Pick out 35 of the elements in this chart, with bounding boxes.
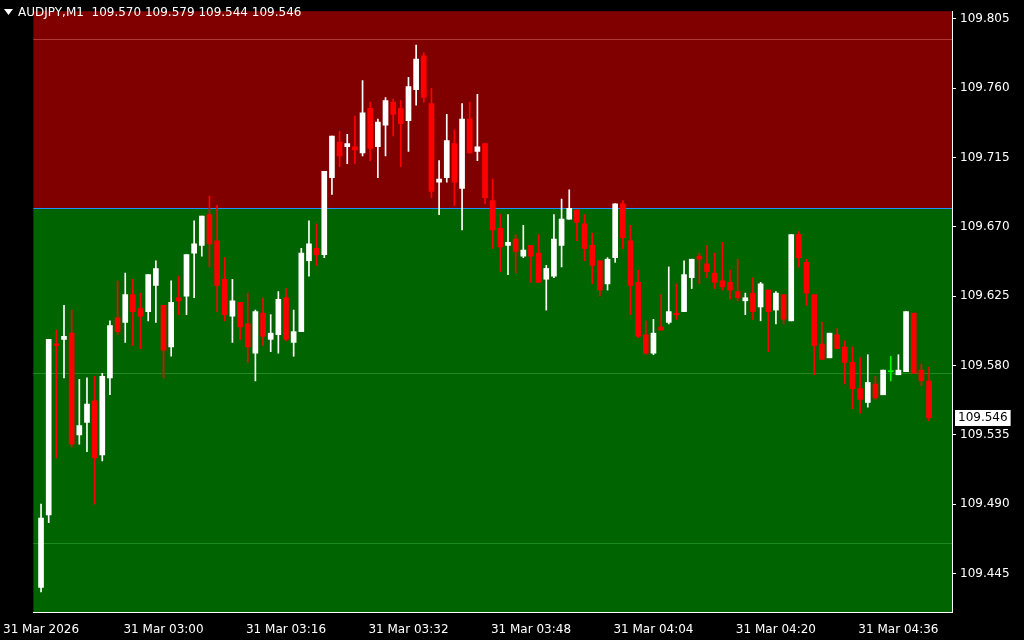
x-tick-label: 31 Mar 03:00 [123,622,204,637]
candlestick [76,379,83,445]
x-tick-label: 31 Mar 03:48 [490,622,572,637]
chart-title: AUDJPY,M1 109.570 109.579 109.544 109.546 [18,5,302,19]
x-tick-label: 31 Mar 03:32 [368,622,449,637]
y-tick-label: 109.760 [960,80,1010,95]
candlestick [191,220,197,299]
y-tick-label: 109.715 [960,149,1010,164]
y-tick-label: 109.670 [960,219,1010,233]
x-tick-label: 31 Mar 03:16 [245,622,327,637]
y-tick-label: 109.580 [960,357,1010,372]
y-tick-label: 109.445 [960,565,1010,580]
candlestick [436,160,442,215]
candlestick [398,100,404,168]
x-tick-label: 31 Mar 2026 [3,622,80,637]
candlestick [505,214,511,275]
text: 109.546 [958,410,1008,425]
candlestick [176,275,182,316]
y-tick-label: 109.535 [960,426,1010,441]
candlestick [704,245,710,279]
candlestick [344,134,351,165]
candlestick [665,266,672,325]
candlestick [742,292,749,316]
x-tick-label: 31 Mar 04:36 [858,622,939,637]
candlestick [887,355,894,382]
y-tick-label: 109.625 [960,288,1010,303]
y-tick-label: 109.805 [960,11,1010,26]
candlestick [61,305,67,379]
x-tick-label: 31 Mar 04:04 [613,622,694,637]
y-tick-label: 109.490 [960,496,1010,511]
x-tick-label: 31 Mar 04:20 [735,622,816,637]
candlestick [352,115,358,165]
candlestick [267,314,274,352]
candlestick [857,357,863,414]
candlestick [520,225,527,259]
